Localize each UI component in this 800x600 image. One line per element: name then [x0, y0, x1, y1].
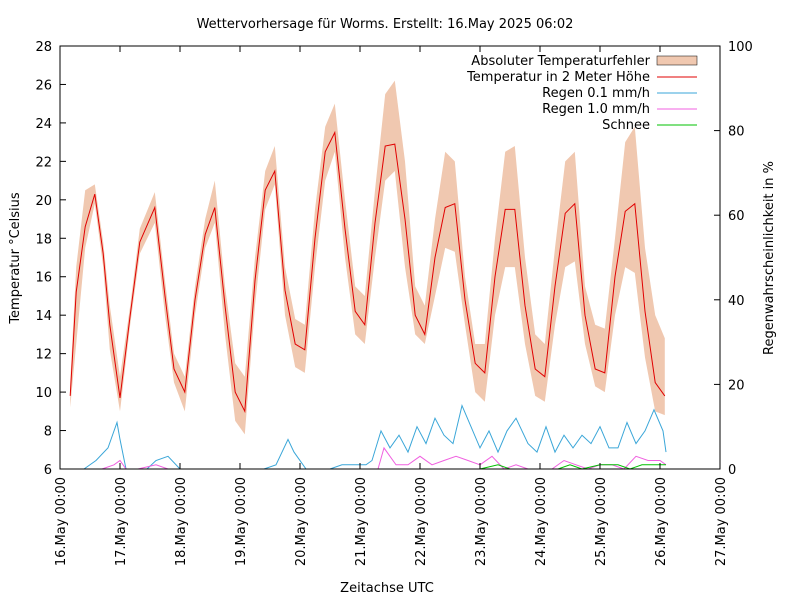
- y-tick-label: 6: [44, 463, 52, 478]
- x-tick-label: 22.May 00:00: [414, 477, 429, 566]
- y-tick-label: 10: [35, 386, 52, 401]
- temperature-error-band: [70, 80, 665, 435]
- y2-tick-label: 0: [728, 463, 736, 478]
- x-tick-label: 17.May 00:00: [114, 477, 129, 566]
- y2-tick-label: 40: [728, 294, 745, 309]
- y2-axis-label: Regenwahrscheinlichkeit in %: [762, 161, 777, 355]
- y-axis-label: Temperatur °Celsius: [8, 192, 23, 325]
- y-tick-label: 24: [35, 117, 52, 132]
- legend-label: Regen 0.1 mm/h: [542, 86, 650, 101]
- temperature-line: [69, 130, 666, 414]
- rain-0-1-line: [83, 404, 667, 470]
- y-tick-label: 14: [35, 309, 52, 324]
- y2-axis-ticks: 0 20 40 60 80 100: [714, 40, 753, 478]
- x-axis-label: Zeitachse UTC: [340, 581, 434, 596]
- x-tick-label: 21.May 00:00: [354, 477, 369, 566]
- legend-label: Regen 1.0 mm/h: [542, 102, 650, 117]
- error-band-layer: [70, 80, 665, 435]
- y2-tick-label: 60: [728, 209, 745, 224]
- y-tick-label: 16: [35, 271, 52, 286]
- plot-frame: [59, 45, 721, 470]
- x-tick-label: 23.May 00:00: [474, 477, 489, 566]
- y-tick-label: 26: [35, 78, 52, 93]
- x-tick-label: 25.May 00:00: [594, 477, 609, 566]
- y-tick-label: 8: [44, 425, 52, 440]
- x-tick-label: 19.May 00:00: [234, 477, 249, 566]
- x-tick-label: 20.May 00:00: [294, 477, 309, 566]
- y-tick-label: 12: [35, 348, 52, 363]
- legend-swatch: [656, 55, 698, 66]
- y-tick-label: 22: [35, 155, 52, 170]
- x-tick-label: 26.May 00:00: [654, 477, 669, 566]
- legend-label: Schnee: [602, 118, 650, 133]
- chart-title: Wettervorhersage für Worms. Erstellt: 16…: [197, 17, 574, 32]
- y-tick-label: 28: [35, 40, 52, 55]
- y2-tick-label: 100: [728, 40, 753, 55]
- y2-tick-label: 20: [728, 378, 745, 393]
- x-tick-label: 24.May 00:00: [534, 477, 549, 566]
- legend-label: Temperatur in 2 Meter Höhe: [466, 70, 650, 85]
- y-tick-label: 18: [35, 232, 52, 247]
- x-axis-ticks: 16.May 00:00 17.May 00:00 18.May 00:00 19.M…: [54, 46, 729, 566]
- rain-1-0-line: [101, 446, 667, 470]
- x-tick-label: 18.May 00:00: [174, 477, 189, 566]
- snow-line: [479, 464, 666, 470]
- y-axis-ticks: 6 8 10 12 14 16 18 20 22 24 26 28: [35, 40, 66, 478]
- y2-tick-label: 80: [728, 125, 745, 140]
- legend-label: Absoluter Temperaturfehler: [471, 54, 650, 69]
- y-tick-label: 20: [35, 194, 52, 209]
- x-tick-label: 27.May 00:00: [714, 477, 729, 566]
- x-tick-label: 16.May 00:00: [54, 477, 69, 566]
